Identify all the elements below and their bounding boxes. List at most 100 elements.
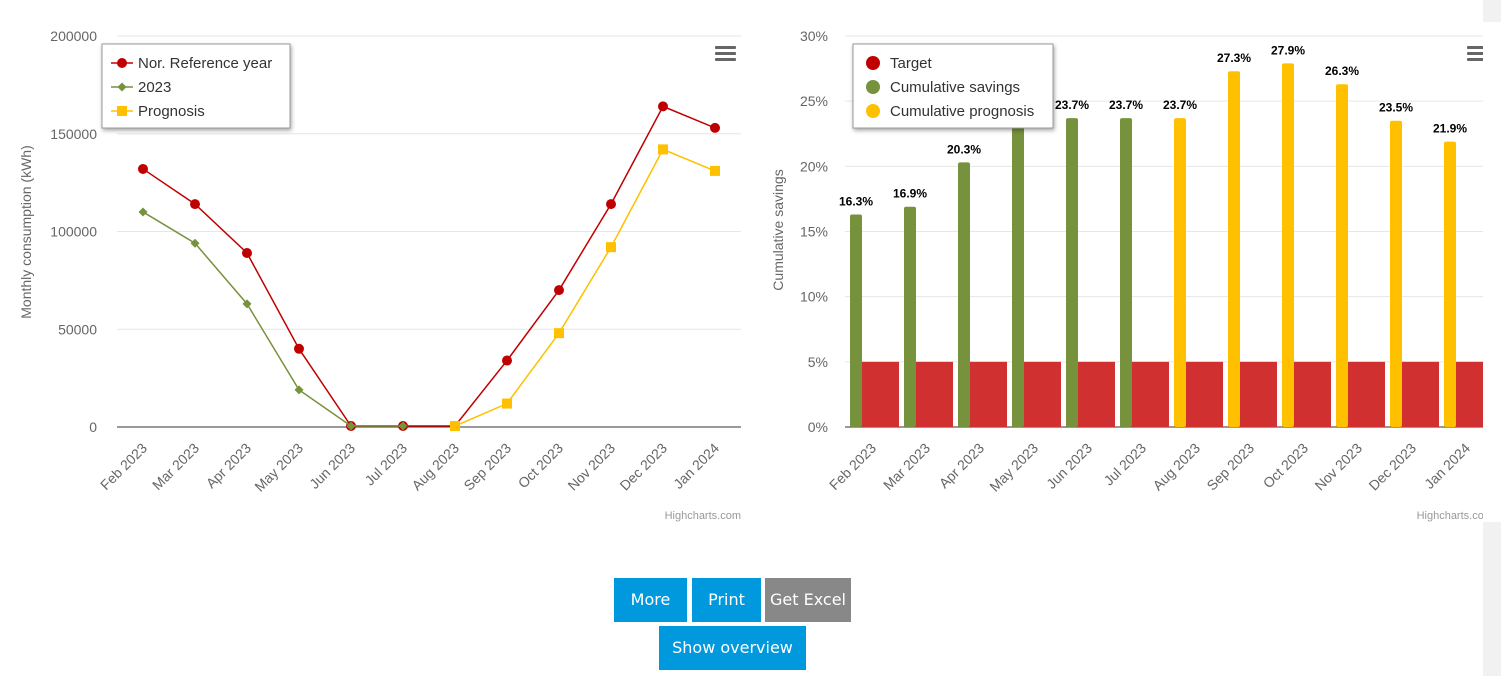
y-gridlines <box>117 35 741 428</box>
x-tick-label: Nov 2023 <box>1311 440 1365 494</box>
x-tick-label: May 2023 <box>986 440 1041 495</box>
get-excel-button[interactable]: Get Excel <box>765 578 851 622</box>
cumulative-savings-bar <box>958 162 970 427</box>
target-bar <box>1022 361 1061 427</box>
cumulative-prognosis-bar <box>1444 141 1456 427</box>
x-tick-label: Apr 2023 <box>936 440 988 492</box>
data-label: 20.3% <box>947 142 981 156</box>
credits-link[interactable]: Highcharts.com <box>1417 510 1493 522</box>
x-tick-label: Jan 2024 <box>670 440 722 492</box>
legend: Nor. Reference year 2023 Prognosis <box>101 43 291 129</box>
x-tick-label: Jul 2023 <box>361 440 410 489</box>
data-label: 21.9% <box>1433 122 1467 136</box>
data-label: 26.3% <box>1325 64 1359 78</box>
y-tick-label: 0% <box>808 419 828 435</box>
target-bar <box>1292 361 1331 427</box>
print-button[interactable]: Print <box>692 578 761 622</box>
legend-symbol <box>117 82 127 92</box>
cumulative-savings-bar <box>1066 118 1078 428</box>
legend-symbol <box>866 80 880 94</box>
data-label: 16.9% <box>893 187 927 201</box>
legend-box <box>852 43 1054 129</box>
series-1 <box>138 207 408 431</box>
data-point <box>294 385 304 395</box>
legend-box <box>101 43 291 129</box>
cumulative-savings-bar <box>1120 118 1132 428</box>
y-tick-label: 0 <box>89 419 97 435</box>
legend-symbol <box>117 58 127 68</box>
y-tick-label: 5% <box>808 354 828 370</box>
cumulative-savings-bar-chart: 0% 5% 10% 15% 20% 25% 30% Cumulative savings F… <box>770 28 1493 522</box>
data-point <box>710 165 720 176</box>
data-point <box>710 122 720 133</box>
legend-label: Cumulative savings <box>890 79 1020 96</box>
cumulative-savings-bar <box>1012 127 1024 427</box>
x-tick-label: Mar 2023 <box>880 440 933 493</box>
legend-symbol <box>117 106 127 116</box>
y-tick-label: 200000 <box>50 28 97 44</box>
x-tick-label: Oct 2023 <box>1260 440 1312 492</box>
y-tick-label: 150000 <box>50 126 97 142</box>
more-button[interactable]: More <box>614 578 687 622</box>
legend-label: Nor. Reference year <box>138 55 272 72</box>
data-point <box>190 199 200 210</box>
target-bar <box>1184 361 1223 427</box>
data-point <box>398 421 408 431</box>
x-tick-label: Mar 2023 <box>149 440 202 493</box>
data-label: 23.5% <box>1379 101 1413 115</box>
data-label: 27.3% <box>1217 51 1251 65</box>
data-point <box>658 144 668 155</box>
data-point <box>346 421 356 431</box>
data-point <box>450 421 460 432</box>
data-point <box>242 299 252 309</box>
y-axis-title: Monthly consumption (kWh) <box>18 145 34 319</box>
target-bar <box>1076 361 1115 427</box>
x-tick-label: Feb 2023 <box>826 440 879 493</box>
data-point <box>606 242 616 253</box>
target-bar <box>1130 361 1169 427</box>
page-scrollbar[interactable] <box>1483 0 1501 676</box>
cumulative-savings-bar <box>850 214 862 427</box>
y-tick-label: 15% <box>800 224 828 240</box>
cumulative-prognosis-bar <box>1174 118 1186 428</box>
y-tick-label: 30% <box>800 28 828 44</box>
cumulative-prognosis-bar <box>1390 120 1402 427</box>
target-bar <box>1346 361 1385 427</box>
credits-link[interactable]: Highcharts.com <box>665 510 741 522</box>
legend-label: Target <box>890 55 933 72</box>
cumulative-prognosis-bar <box>1228 71 1240 427</box>
consumption-line-chart: 0 50000 100000 150000 200000 Monthly consump… <box>18 28 741 522</box>
legend-label: 2023 <box>138 79 171 96</box>
hamburger-menu-icon[interactable] <box>715 46 736 61</box>
x-tick-label: Aug 2023 <box>1149 440 1203 494</box>
series-line <box>454 148 716 427</box>
data-label: 23.7% <box>1163 98 1197 112</box>
y-tick-labels: 0% 5% 10% 15% 20% 25% 30% <box>800 28 828 435</box>
hamburger-menu-icon[interactable] <box>1467 46 1488 61</box>
x-tick-label: Jun 2023 <box>1043 440 1095 492</box>
cumulative-prognosis-bar <box>1282 63 1294 428</box>
data-label: 27.9% <box>1271 43 1305 57</box>
legend: Target Cumulative savings Cumulative progn… <box>852 43 1054 129</box>
y-tick-label: 50000 <box>58 321 97 337</box>
data-label: 23.7% <box>1109 98 1143 112</box>
target-bar <box>1400 361 1439 427</box>
data-labels: 16.3% 16.9% 20.3% 23.7% 23.7% 23.7% 27.3% 27.9%… <box>839 43 1467 208</box>
show-overview-button[interactable]: Show overview <box>659 626 806 670</box>
target-bar <box>968 361 1007 427</box>
series-0 <box>138 101 720 432</box>
x-tick-label: Jul 2023 <box>1100 440 1149 489</box>
y-tick-label: 20% <box>800 158 828 174</box>
x-tick-label: Feb 2023 <box>97 440 150 493</box>
data-label: 23.7% <box>1055 98 1089 112</box>
data-point <box>502 398 512 409</box>
data-point <box>606 199 616 210</box>
x-tick-label: Aug 2023 <box>408 440 462 494</box>
legend-label: Prognosis <box>138 103 205 120</box>
x-tick-label: May 2023 <box>251 440 306 495</box>
data-point <box>138 163 148 174</box>
data-point <box>502 355 512 366</box>
y-axis-title: Cumulative savings <box>770 169 786 290</box>
x-tick-label: Jan 2024 <box>1421 440 1473 492</box>
